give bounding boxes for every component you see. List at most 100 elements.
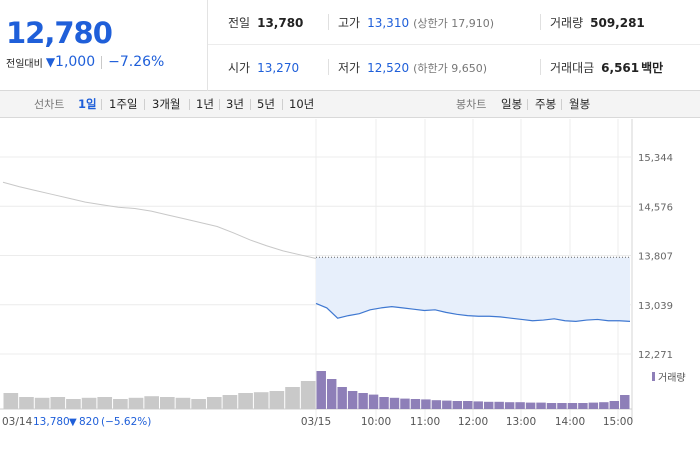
prev-day-close: 13,780 [33,416,70,428]
volume-bar-prev [3,393,19,409]
volume-bar-today [504,402,515,409]
volume-bar-today [452,401,463,409]
candle-chart-label: 봉차트 [456,98,487,111]
volume-bar-prev [285,387,300,409]
x-tick-label: 15:00 [603,416,633,428]
volume-bar-today [620,395,630,409]
divider [101,99,102,110]
tab-1day[interactable]: 1일 [78,97,97,111]
volume-bar-today [410,399,421,409]
prev-day-date: 03/14 [2,416,33,428]
volume-bar-today [578,403,588,409]
stat-sub: (하한가 9,650) [413,61,488,75]
volume-bar-today [483,401,494,409]
today-price-line [315,302,631,322]
y-tick-label: 13,807 [638,252,673,263]
change-percent: −7.26% [108,54,165,70]
volume-bar-today [316,371,326,409]
tab-weekly-candle[interactable]: 주봉 [535,97,557,111]
stat-prev-close: 전일 13,780 [228,0,303,45]
volume-legend-icon [652,372,655,381]
divider [144,99,145,110]
tab-1week[interactable]: 1주일 [109,97,138,111]
change-label: 전일대비 [6,58,43,70]
volume-bar-today [588,402,599,409]
volume-bar-today [431,400,442,409]
x-tick-label: 10:00 [361,416,391,428]
divider [250,99,251,110]
y-tick-label: 15,344 [638,153,673,164]
down-arrow-icon: ▼ [69,417,77,428]
volume-bar-prev [128,397,144,409]
stat-label: 저가 [338,61,361,75]
divider [189,99,190,110]
volume-bar-today [599,402,609,409]
x-tick-label: 11:00 [410,416,440,428]
divider [101,55,103,69]
price-chart: 15,344 14,576 13,807 13,039 12,271 03/15 10:00… [0,119,700,450]
change-amount: 1,000 [55,54,96,70]
volume-bar-today [326,379,337,409]
volume-bar-today [515,402,525,409]
volume-bar-today [494,401,504,409]
tab-5year[interactable]: 5년 [257,97,275,111]
volume-bar-prev [113,399,128,409]
stat-label: 고가 [338,16,361,30]
tab-3year[interactable]: 3년 [226,97,244,111]
volume-bar-prev [269,391,285,409]
divider [527,99,528,110]
chart-period-tabs: 선차트 1일 1주일 3개월 1년 3년 5년 10년 봉차트 일봉 주봉 월봉 [0,91,700,118]
stat-unit: 백만 [641,61,664,75]
divider [328,59,329,75]
volume-bar-today [368,394,379,409]
volume-bar-prev [206,397,222,409]
divider [282,99,283,110]
tab-3month[interactable]: 3개월 [152,97,181,111]
prev-day-change: 820 [79,416,99,428]
volume-bar-today [567,403,578,409]
stat-value: 13,310 [367,15,410,30]
volume-bar-today [347,391,358,409]
prev-day-line [2,181,317,260]
volume-bar-prev [238,393,253,409]
divider [561,99,562,110]
divider [219,99,220,110]
stats-row: 시가 13,270 저가 12,520 (하한가 9,650) 거래대금 6,5… [208,45,700,90]
volume-bar-prev [66,399,81,409]
volume-bar-prev [97,397,113,409]
volume-bar-prev [300,381,316,409]
prev-day-pct: (−5.62%) [101,416,151,428]
stat-trade-value: 거래대금 6,561 백만 [550,45,663,90]
stat-label: 거래량 [550,16,584,30]
chart-labels: 15,344 14,576 13,807 13,039 12,271 03/15 10:00… [2,153,686,428]
down-arrow-icon: ▼ [45,55,56,69]
divider [540,59,541,75]
stock-summary-header: 12,780 전일대비 ▼ 1,000 −7.26% 전일 13,780 고가 … [0,0,700,91]
stat-value: 6,561 [601,60,640,75]
y-tick-label: 12,271 [638,350,673,361]
volume-bar-today [525,402,536,409]
tab-10year[interactable]: 10년 [289,97,315,111]
line-chart-label: 선차트 [34,98,65,111]
tab-daily-candle[interactable]: 일봉 [501,97,523,111]
volume-bar-today [389,397,400,409]
volume-legend: 거래량 [658,372,686,384]
price-chart-svg: 15,344 14,576 13,807 13,039 12,271 03/15 10:00… [0,119,686,428]
volume-bar-prev [50,397,66,409]
volume-bar-prev [34,397,50,409]
y-tick-label: 13,039 [638,301,673,312]
today-area [316,257,630,322]
volume-bar-today [442,400,452,409]
divider [540,14,541,30]
stat-sub: (상한가 17,910) [413,16,495,30]
volume-bar-today [609,401,620,409]
x-tick-label: 03/15 [301,416,331,428]
volume-bars [3,371,630,409]
tab-1year[interactable]: 1년 [196,97,214,111]
volume-bar-today [421,399,431,409]
stat-label: 시가 [228,61,251,75]
volume-bar-prev [160,397,175,409]
tab-monthly-candle[interactable]: 월봉 [569,97,591,111]
volume-bar-prev [19,397,34,409]
volume-bar-prev [175,397,191,409]
